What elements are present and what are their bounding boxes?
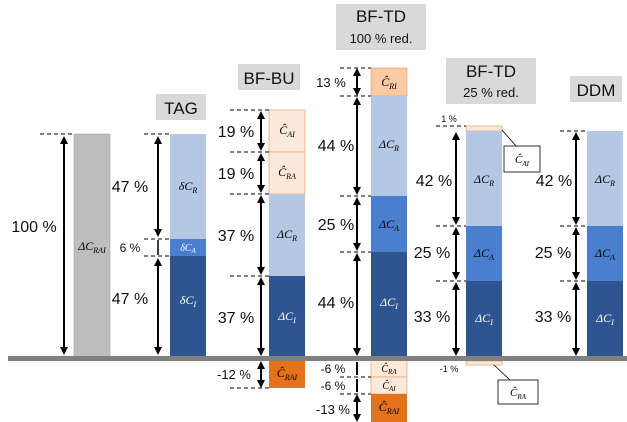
title-bf-bu: BF-BU xyxy=(244,69,295,88)
pct-ddm-a: 25 % xyxy=(535,245,571,262)
subtitle-bf-td-25: 25 % red. xyxy=(463,85,519,100)
title-tag: TAG xyxy=(164,99,198,118)
bar-tag-a xyxy=(170,239,206,256)
label-tag-i: δCI xyxy=(180,293,197,309)
pct-bftd25-ai: 1 % xyxy=(441,114,457,124)
callout-line-ra xyxy=(493,364,511,381)
title-box-ddm xyxy=(570,76,622,102)
title-box-bf-td-25 xyxy=(446,58,536,104)
pct-bftd100-i: 44 % xyxy=(318,295,354,312)
title-box-bf-td-100 xyxy=(336,4,426,50)
pct-bftd25-ra: -1 % xyxy=(440,364,459,374)
pct-ddm-r: 42 % xyxy=(536,173,572,190)
label-ddm-r: ΔCR xyxy=(594,172,615,188)
baseline xyxy=(8,356,627,361)
pct-bftd100-rai: -13 % xyxy=(316,402,350,417)
title-bf-td-100: BF-TD xyxy=(356,7,406,26)
callout-box-ai xyxy=(503,145,541,173)
bar-bftd100-ri xyxy=(370,67,408,97)
label-bftd25-a: ΔCA xyxy=(473,246,494,262)
bar-bftd100-i xyxy=(371,252,407,357)
bar-bftd25-ra xyxy=(465,360,503,366)
pct-bftd100-a: 25 % xyxy=(318,217,354,234)
bar-ddm-a xyxy=(587,226,623,281)
bar-bfbu-rai xyxy=(269,361,305,388)
pct-tag-r: 47 % xyxy=(112,179,148,196)
bar-bftd100-r xyxy=(371,96,407,196)
label-bftd25-i: ΔCI xyxy=(474,311,493,327)
title-ddm: DDM xyxy=(577,81,616,100)
pct-bfbu-ai: 19 % xyxy=(218,124,254,141)
pct-bfbu-r: 37 % xyxy=(218,228,254,245)
pct-ddm-i: 33 % xyxy=(535,309,571,326)
label-ddm-a: ΔCA xyxy=(594,246,615,262)
pct-bftd25-a: 25 % xyxy=(414,245,450,262)
pct-bfbu-ra: 19 % xyxy=(218,166,254,183)
pct-total: 100 % xyxy=(11,219,56,236)
label-bftd100-r: ΔCR xyxy=(378,137,399,153)
bar-bftd25-a xyxy=(466,226,502,281)
bar-bfbu-i xyxy=(269,276,305,357)
bar-ddm-i xyxy=(587,281,623,357)
label-bftd100-i: ΔCI xyxy=(379,295,398,311)
bar-bftd100-a xyxy=(371,196,407,252)
bar-bftd25-i xyxy=(466,281,502,357)
pct-bftd100-r: 44 % xyxy=(318,138,354,155)
label-bfbu-i: ΔCI xyxy=(277,309,296,325)
pct-bftd100-ri: 13 % xyxy=(316,75,346,90)
subtitle-bf-td-100: 100 % red. xyxy=(350,31,413,46)
bar-tag-i xyxy=(170,256,206,357)
pct-bftd100-ai: -6 % xyxy=(321,379,346,393)
pct-bftd25-i: 33 % xyxy=(414,309,450,326)
bar-bfbu-r xyxy=(269,194,305,276)
label-ddm-i: ΔCI xyxy=(595,311,614,327)
label-bftd25-r: ΔCR xyxy=(473,172,494,188)
bar-ddm-r xyxy=(587,131,623,226)
pct-bftd100-ra: -6 % xyxy=(321,362,346,376)
pct-bfbu-rai: -12 % xyxy=(217,367,251,382)
pct-bfbu-i: 37 % xyxy=(218,310,254,327)
callout-box-ra xyxy=(497,379,539,405)
pct-tag-a: 6 % xyxy=(120,241,141,255)
bar-bftd25-ai xyxy=(465,125,503,132)
title-bf-td-25: BF-TD xyxy=(466,62,516,81)
title-box-bf-bu xyxy=(238,64,300,90)
bar-bftd25-r xyxy=(466,131,502,226)
bar-bftd100-rai xyxy=(371,394,407,422)
label-bfbu-r: ΔCR xyxy=(276,227,297,243)
callout-line-ai xyxy=(501,129,517,147)
pct-tag-i: 47 % xyxy=(112,291,148,308)
bar-total-rai xyxy=(73,133,111,358)
bar-tag-r xyxy=(170,134,206,239)
title-box-tag xyxy=(156,94,206,120)
label-bftd100-a: ΔCA xyxy=(378,217,399,233)
pct-bftd25-r: 42 % xyxy=(416,173,452,190)
bar-bfbu-ra xyxy=(268,151,306,195)
